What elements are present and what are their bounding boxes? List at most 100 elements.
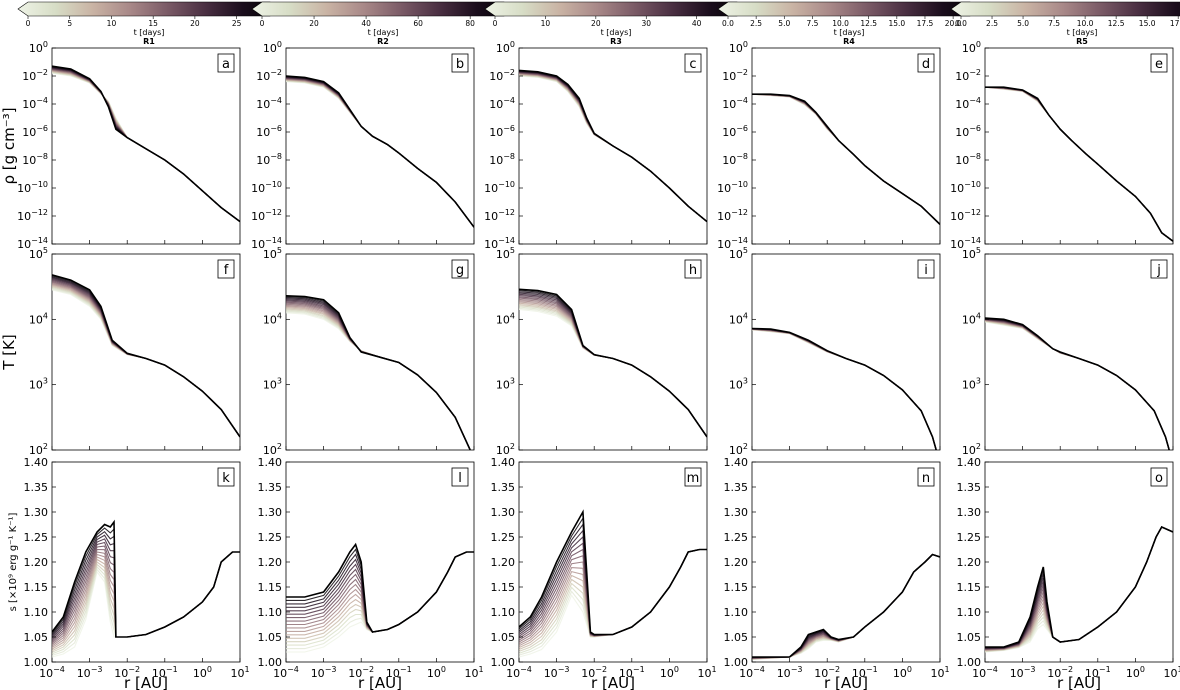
y-tick-label: 1.10 <box>491 606 516 619</box>
y-tick-label: 1.20 <box>258 556 283 569</box>
y-tick-label: 100 <box>962 40 981 55</box>
y-tick-label: 1.10 <box>724 606 749 619</box>
panel-letter: f <box>224 263 229 278</box>
run-title: R2 <box>377 37 389 46</box>
y-tick-label: 105 <box>263 246 282 261</box>
series-line-final <box>519 69 707 223</box>
colorbar-tick-label: 0.0 <box>955 19 967 28</box>
panel-frame <box>285 253 475 451</box>
x-axis-label: r [AU] <box>358 674 402 690</box>
colorbar-tick-label: 25 <box>232 19 242 28</box>
y-tick-label: 10−6 <box>22 124 48 139</box>
y-tick-label: 102 <box>962 442 981 457</box>
series-group <box>519 288 707 438</box>
y-tick-label: 1.40 <box>258 456 283 469</box>
y-tick-label: 10−4 <box>955 96 981 111</box>
y-tick-label: 1.40 <box>724 456 749 469</box>
x-tick-label: 10−1 <box>619 665 645 680</box>
x-tick-label: 10−3 <box>544 665 570 680</box>
y-tick-label: 103 <box>263 377 282 392</box>
y-tick-label: 104 <box>729 311 748 326</box>
x-tick-label: 10−3 <box>77 665 103 680</box>
y-tick-label: 10−10 <box>950 180 981 195</box>
x-tick-label: 10−4 <box>273 665 299 680</box>
x-tick-label: 101 <box>697 665 716 680</box>
y-tick-label: 100 <box>496 40 515 55</box>
y-tick-label: 102 <box>29 442 48 457</box>
x-axis-label: r [AU] <box>1057 674 1101 690</box>
panel-g: 105 104 103 102 g <box>263 246 475 457</box>
panel-letter-box <box>684 467 702 487</box>
series-group <box>519 509 707 658</box>
y-tick-label: 10−4 <box>489 96 515 111</box>
y-tick-label: 1.25 <box>957 531 982 544</box>
y-tick-label: 1.30 <box>491 506 516 519</box>
y-tick-label: 10−6 <box>722 124 748 139</box>
y-axis-label-T: T [K] <box>0 334 18 370</box>
y-tick-label: 104 <box>962 311 981 326</box>
colorbar-tick-label: 7.5 <box>1048 19 1060 28</box>
colorbar-bar <box>17 1 281 17</box>
series-line-final <box>52 519 240 638</box>
y-tick-label: 10−10 <box>484 180 515 195</box>
panel-letter-box <box>917 53 935 73</box>
y-tick-label: 1.30 <box>957 506 982 519</box>
y-tick-label: 10−4 <box>22 96 48 111</box>
y-tick-label: 103 <box>962 377 981 392</box>
series-group <box>286 75 474 228</box>
colorbar-bar <box>484 1 748 17</box>
y-tick-label: 10−10 <box>251 180 282 195</box>
y-tick-label: 10−10 <box>717 180 748 195</box>
panel-b: 100 10−2 10−4 10−6 10−8 10−10 10−12 10−14 b <box>251 40 475 251</box>
y-tick-label: 1.15 <box>258 581 283 594</box>
x-axis-label: r [AU] <box>824 674 868 690</box>
panel-a: 100 10−2 10−4 10−6 10−8 10−10 10−12 10−14 a <box>17 40 241 251</box>
colorbar-r1: 0 5 10 15 20 25 t [days]R1 <box>17 1 281 46</box>
y-tick-label: 10−12 <box>950 208 981 223</box>
x-axis-label: r [AU] <box>124 674 168 690</box>
series-group <box>52 274 240 438</box>
panel-j: 105 104 103 102 j <box>962 246 1174 457</box>
y-tick-label: 1.35 <box>724 481 749 494</box>
y-tick-label: 1.00 <box>24 656 49 669</box>
panel-letter: k <box>222 471 230 486</box>
panel-letter: o <box>1155 471 1163 486</box>
colorbar-tick-label: 10 <box>541 19 551 28</box>
y-tick-label: 10−4 <box>722 96 748 111</box>
x-tick-label: 100 <box>660 665 679 680</box>
axis-labels: r [AU] r [AU] r [AU] r [AU] r [AU] ρ [g cm⁻³]… <box>0 107 1101 690</box>
panel-letter-box <box>217 467 235 487</box>
panel-frame <box>285 47 475 245</box>
panel-e: 100 10−2 10−4 10−6 10−8 10−10 10−12 10−14 e <box>950 40 1174 251</box>
colorbar-label: t [days] <box>601 28 632 37</box>
colorbar-tick-label: 2.5 <box>986 19 998 28</box>
y-tick-label: 10−12 <box>17 208 48 223</box>
panel-l: 10−4 10−3 10−2 10−1 100 101 1.40 1.35 1.30 1.25 1.… <box>258 456 484 680</box>
x-tick-label: 100 <box>893 665 912 680</box>
series-group <box>752 327 937 450</box>
x-tick-label: 10−1 <box>852 665 878 680</box>
colorbar-tick-label: 0 <box>26 19 31 28</box>
x-tick-label: 10−1 <box>386 665 412 680</box>
y-tick-label: 10−2 <box>722 68 748 83</box>
colorbar-tick-label: 10 <box>107 19 117 28</box>
y-tick-label: 1.25 <box>24 531 49 544</box>
panel-k: 10−4 10−3 10−2 10−1 100 101 1.40 1.35 1.30 1.25 1.… <box>24 456 250 680</box>
colorbar-tick-label: 60 <box>413 19 423 28</box>
panel-frame <box>984 461 1174 663</box>
x-tick-label: 10−2 <box>1047 665 1073 680</box>
colorbar-tick-label: 5.0 <box>778 19 790 28</box>
colorbar-tick-label: 0 <box>493 19 498 28</box>
colorbar-tick-label: 0 <box>260 19 265 28</box>
panel-frame <box>751 47 941 245</box>
y-tick-label: 10−6 <box>489 124 515 139</box>
y-tick-label: 1.00 <box>258 656 283 669</box>
panel-letter: m <box>687 471 700 486</box>
y-tick-label: 1.05 <box>957 631 982 644</box>
x-tick-label: 10−2 <box>581 665 607 680</box>
colorbar-tick-label: 15.0 <box>1139 19 1156 28</box>
colorbar-tick-label: 10.0 <box>832 19 849 28</box>
colorbar-tick-label: 15 <box>148 19 158 28</box>
panel-frame <box>285 461 475 663</box>
